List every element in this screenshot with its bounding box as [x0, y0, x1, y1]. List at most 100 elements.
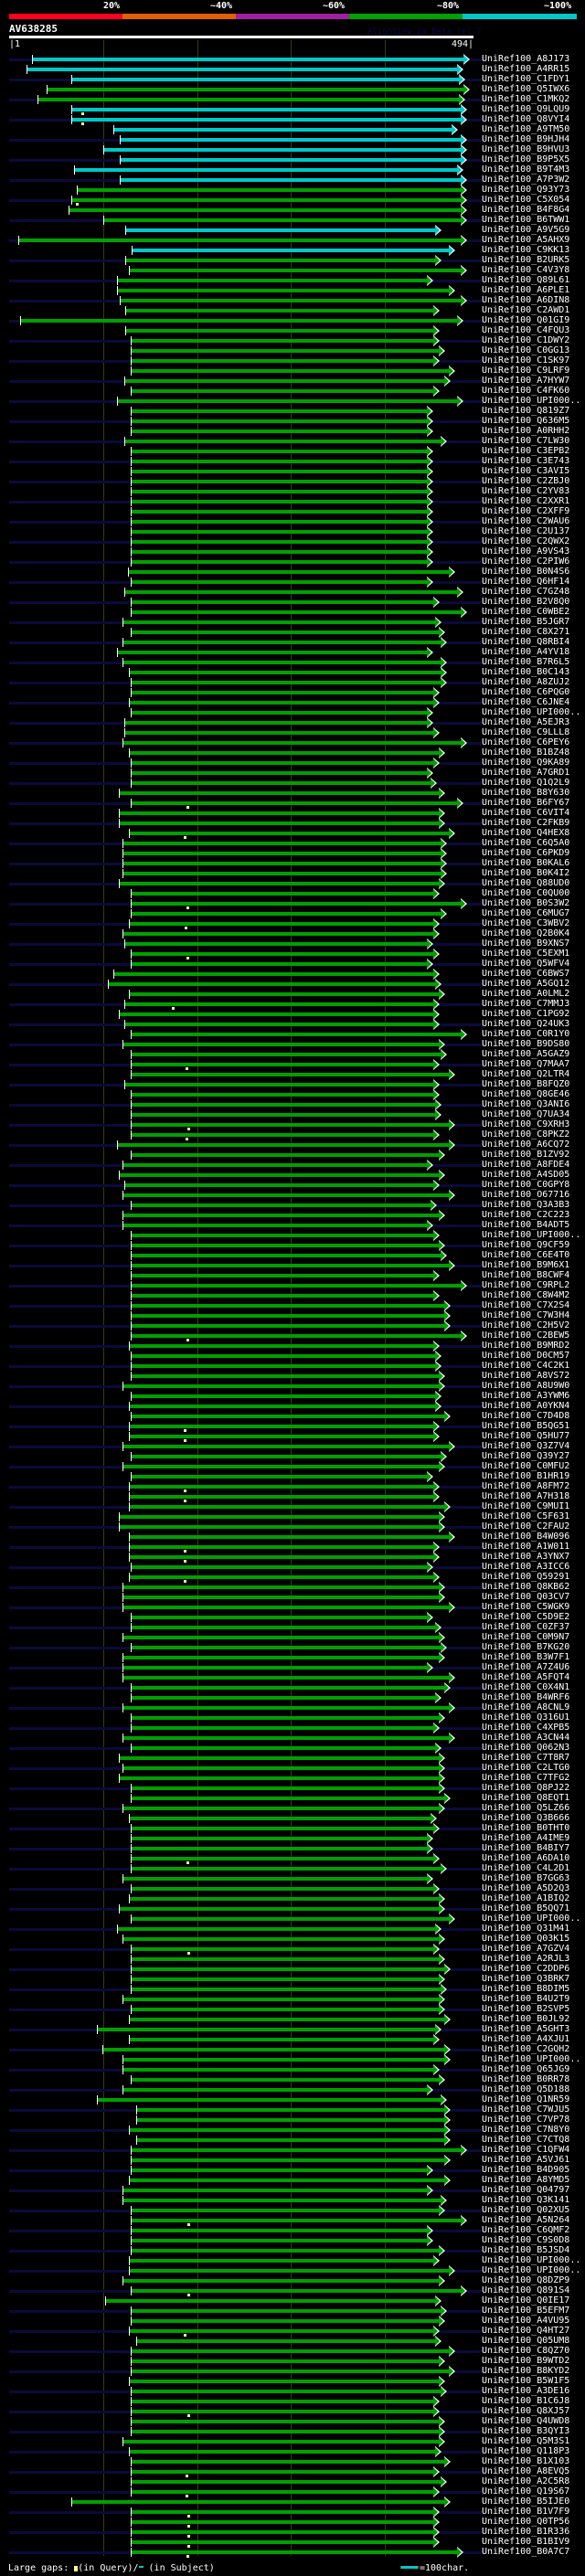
hit-label[interactable]: UniRef100_A6PLE1 [482, 285, 570, 295]
hit-label[interactable]: UniRef100_Q3ANI6 [482, 1099, 570, 1109]
hit-label[interactable]: UniRef100_UPI000.. [482, 2255, 581, 2265]
hit-label[interactable]: UniRef100_C3E743 [482, 456, 570, 466]
hit-label[interactable]: UniRef100_Q1Q2L9 [482, 778, 570, 788]
hit-label[interactable]: UniRef100_C8PKZ2 [482, 1129, 570, 1140]
hit-label[interactable]: UniRef100_C9RPL2 [482, 1280, 570, 1290]
hit-label[interactable]: UniRef100_A7HYW7 [482, 376, 570, 386]
hit-label[interactable]: UniRef100_B0JL92 [482, 2014, 570, 2024]
hit-label[interactable]: UniRef100_C6QMF2 [482, 2225, 570, 2235]
hit-label[interactable]: UniRef100_C7VP78 [482, 2115, 570, 2125]
hit-label[interactable]: UniRef100_Q891S4 [482, 2285, 570, 2295]
hit-label[interactable]: UniRef100_B9P5X5 [482, 154, 570, 164]
hit-label[interactable]: UniRef100_C1SK97 [482, 355, 570, 366]
hit-label[interactable]: UniRef100_B7GG63 [482, 1873, 570, 1883]
hit-label[interactable]: UniRef100_Q88UD0 [482, 878, 570, 888]
hit-label[interactable]: UniRef100_B5QQ71 [482, 1903, 570, 1913]
hit-label[interactable]: UniRef100_B4U2T9 [482, 1994, 570, 2004]
hit-label[interactable]: UniRef100_C0GG13 [482, 345, 570, 355]
hit-label[interactable]: UniRef100_B6TWW1 [482, 215, 570, 225]
hit-label[interactable]: UniRef100_UPI000.. [482, 396, 581, 406]
hit-label[interactable]: UniRef100_C7WJU5 [482, 2104, 570, 2115]
hit-label[interactable]: UniRef100_B2URK5 [482, 255, 570, 265]
hit-label[interactable]: UniRef100_Q24UK3 [482, 1019, 570, 1029]
hit-label[interactable]: UniRef100_C6PQG0 [482, 687, 570, 697]
hit-label[interactable]: UniRef100_A7P3W2 [482, 175, 570, 185]
hit-label[interactable]: UniRef100_C2AWD1 [482, 305, 570, 315]
hit-label[interactable]: UniRef100_B5JSD4 [482, 2245, 570, 2255]
hit-label[interactable]: UniRef100_A5FQT4 [482, 1672, 570, 1682]
hit-label[interactable]: UniRef100_B1BIV9 [482, 2537, 570, 2547]
hit-label[interactable]: UniRef100_C9LLL8 [482, 727, 570, 737]
hit-label[interactable]: UniRef100_C2U137 [482, 526, 570, 536]
hit-label[interactable]: UniRef100_B0N4S6 [482, 567, 570, 577]
hit-label[interactable]: UniRef100_A8FDE4 [482, 1160, 570, 1170]
hit-label[interactable]: UniRef100_A9TM50 [482, 124, 570, 134]
hit-label[interactable]: UniRef100_C0GPY8 [482, 1180, 570, 1190]
hit-label[interactable]: UniRef100_Q93Y73 [482, 185, 570, 195]
hit-label[interactable]: UniRef100_B4ADT5 [482, 1220, 570, 1230]
hit-label[interactable]: UniRef100_C1FDY1 [482, 74, 570, 84]
hit-label[interactable]: UniRef100_Q3A3B3 [482, 1200, 570, 1210]
hit-label[interactable]: UniRef100_A2C5R8 [482, 2476, 570, 2486]
hit-label[interactable]: UniRef100_Q7UA34 [482, 1109, 570, 1119]
hit-label[interactable]: UniRef100_C2QWX2 [482, 536, 570, 546]
hit-label[interactable]: UniRef100_C1PG92 [482, 1009, 570, 1019]
hit-label[interactable]: UniRef100_C2H5V2 [482, 1320, 570, 1330]
hit-label[interactable]: UniRef100_UPI000.. [482, 1230, 581, 1240]
hit-label[interactable]: UniRef100_Q8PJ22 [482, 1783, 570, 1793]
hit-label[interactable]: UniRef100_C4C2K1 [482, 1361, 570, 1371]
hit-label[interactable]: UniRef100_B0K4I2 [482, 868, 570, 878]
hit-label[interactable]: UniRef100_C0R1Y0 [482, 1029, 570, 1039]
hit-label[interactable]: UniRef100_C2BEW5 [482, 1330, 570, 1341]
hit-label[interactable]: UniRef100_C6VIT4 [482, 808, 570, 818]
hit-label[interactable]: UniRef100_C1MKQ2 [482, 94, 570, 104]
hit-label[interactable]: UniRef100_C3EPB2 [482, 446, 570, 456]
hit-label[interactable]: UniRef100_Q03CV7 [482, 1592, 570, 1602]
hit-label[interactable]: UniRef100_B7R6L5 [482, 657, 570, 667]
hit-label[interactable]: UniRef100_B9HJH4 [482, 134, 570, 144]
hit-label[interactable]: UniRef100_C7CTQ8 [482, 2135, 570, 2145]
hit-label[interactable]: UniRef100_B5W1F5 [482, 2376, 570, 2386]
hit-label[interactable]: UniRef100_C9S0D8 [482, 2235, 570, 2245]
hit-label[interactable]: UniRef100_A2RJL3 [482, 1954, 570, 1964]
hit-label[interactable]: UniRef100_C9XRH3 [482, 1119, 570, 1129]
hit-label[interactable]: UniRef100_C8X271 [482, 627, 570, 637]
hit-label[interactable]: UniRef100_B3W7F1 [482, 1652, 570, 1662]
hit-label[interactable]: UniRef100_Q3BRK7 [482, 1974, 570, 1984]
hit-label[interactable]: UniRef100_C4L2D1 [482, 1863, 570, 1873]
hit-label[interactable]: UniRef100_C7D4D8 [482, 1411, 570, 1421]
hit-label[interactable]: UniRef100_B0THT0 [482, 1823, 570, 1833]
hit-label[interactable]: UniRef100_A5GHT3 [482, 2024, 570, 2034]
hit-label[interactable]: UniRef100_B0RR78 [482, 2074, 570, 2084]
hit-label[interactable]: UniRef100_Q1NR59 [482, 2094, 570, 2104]
hit-label[interactable]: UniRef100_C3WBV2 [482, 918, 570, 928]
hit-label[interactable]: UniRef100_C7N8Y0 [482, 2125, 570, 2135]
hit-label[interactable]: UniRef100_Q9KA89 [482, 758, 570, 768]
hit-label[interactable]: UniRef100_B8CWF4 [482, 1270, 570, 1280]
hit-label[interactable]: UniRef100_A8U9W0 [482, 1381, 570, 1391]
hit-label[interactable]: UniRef100_B4D905 [482, 2165, 570, 2175]
hit-label[interactable]: UniRef100_B4F8G4 [482, 205, 570, 215]
hit-label[interactable]: UniRef100_C7T8R7 [482, 1753, 570, 1763]
hit-label[interactable]: UniRef100_B0A7C7 [482, 2547, 570, 2557]
hit-label[interactable]: UniRef100_A3CN44 [482, 1733, 570, 1743]
hit-label[interactable]: UniRef100_B1HR19 [482, 1471, 570, 1481]
hit-label[interactable]: UniRef100_A4YV18 [482, 647, 570, 657]
hit-label[interactable]: UniRef100_C4FQU3 [482, 325, 570, 335]
hit-label[interactable]: UniRef100_A3YWM6 [482, 1391, 570, 1401]
hit-label[interactable]: UniRef100_A5VJ61 [482, 2155, 570, 2165]
hit-label[interactable]: UniRef100_A0YKN4 [482, 1401, 570, 1411]
hit-label[interactable]: UniRef100_C2GQH2 [482, 2044, 570, 2054]
hit-label[interactable]: UniRef100_C6MUG7 [482, 908, 570, 918]
hit-label[interactable]: UniRef100_Q02XU5 [482, 2205, 570, 2215]
hit-label[interactable]: UniRef100_O67716 [482, 1190, 570, 1200]
hit-label[interactable]: UniRef100_C8W4M2 [482, 1290, 570, 1300]
hit-label[interactable]: UniRef100_C5D9E2 [482, 1612, 570, 1622]
hit-label[interactable]: UniRef100_B4W096 [482, 1532, 570, 1542]
hit-label[interactable]: UniRef100_A5AHX9 [482, 235, 570, 245]
hit-label[interactable]: UniRef100_C6PKD9 [482, 848, 570, 858]
hit-label[interactable]: UniRef100_C2FAU2 [482, 1521, 570, 1532]
hit-label[interactable]: UniRef100_C2DDP6 [482, 1964, 570, 1974]
hit-label[interactable]: UniRef100_C4V3Y8 [482, 265, 570, 275]
hit-label[interactable]: UniRef100_C3AVI5 [482, 466, 570, 476]
